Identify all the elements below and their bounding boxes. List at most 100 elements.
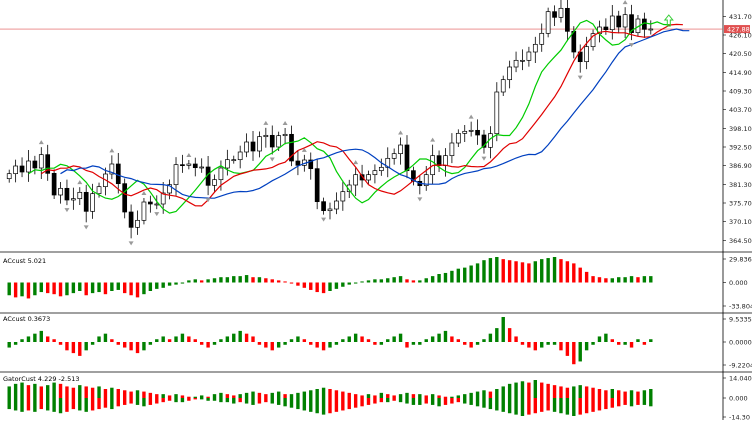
gator-lower-bar xyxy=(180,398,185,403)
candle-body xyxy=(109,163,115,175)
candle-body xyxy=(148,201,153,205)
gator-lower-bar xyxy=(540,398,544,412)
histogram-bar xyxy=(244,275,249,283)
histogram-bar xyxy=(437,333,441,342)
fractal-up-icon xyxy=(430,137,436,142)
pane-tick-label: 0.0000 xyxy=(729,339,752,347)
histogram-bar xyxy=(26,282,31,299)
gator-upper-bar xyxy=(142,391,146,398)
candle-body xyxy=(237,151,243,161)
candle-body xyxy=(321,201,326,212)
gator-lower-bar xyxy=(174,398,178,403)
histogram-bar xyxy=(84,342,88,351)
fractal-up-icon xyxy=(622,0,628,5)
histogram-bar xyxy=(257,277,262,283)
candle-body xyxy=(481,134,487,148)
histogram-bar xyxy=(225,277,230,283)
fractal-down-icon xyxy=(83,225,89,230)
price-tick-label: 420.50 xyxy=(729,50,752,58)
gator-lower-bar xyxy=(103,398,108,408)
histogram-bar xyxy=(90,282,95,294)
histogram-bar xyxy=(559,342,563,351)
candle-body xyxy=(404,144,410,172)
gator-upper-bar xyxy=(649,389,653,398)
gator-upper-bar xyxy=(116,389,120,398)
gator-lower-bar xyxy=(212,398,217,401)
candle-body xyxy=(77,191,83,200)
gator-upper-bar xyxy=(52,382,56,398)
fractal-up-icon xyxy=(263,120,269,125)
candle-body xyxy=(398,144,403,155)
gator-lower-bar xyxy=(225,398,230,403)
candle-body xyxy=(71,198,76,201)
histogram-bar xyxy=(315,342,319,348)
gator-upper-bar xyxy=(424,395,428,398)
gator-lower-bar xyxy=(97,398,101,410)
fractal-up-icon xyxy=(141,191,147,195)
gator-lower-bar xyxy=(353,398,358,408)
histogram-bar xyxy=(65,282,69,296)
histogram-bar xyxy=(347,336,351,342)
gator-upper-bar xyxy=(469,392,473,398)
gator-upper-bar xyxy=(430,394,435,398)
gator-upper-bar xyxy=(501,386,505,398)
histogram-bar xyxy=(636,277,640,283)
fractal-up-icon xyxy=(398,130,404,135)
current-price-label: 427.88 xyxy=(727,26,750,34)
histogram-bar xyxy=(84,282,88,296)
gator-lower-bar xyxy=(309,398,313,412)
histogram-bar xyxy=(482,339,486,342)
histogram-bar xyxy=(475,342,480,345)
gator-upper-bar xyxy=(353,394,358,398)
histogram-bar xyxy=(122,342,127,348)
candle-body xyxy=(263,134,269,138)
candle-body xyxy=(513,59,519,68)
gator-lower-bar xyxy=(167,398,172,401)
candle-body xyxy=(154,203,160,206)
candle-body xyxy=(289,133,294,162)
candle-body xyxy=(475,129,480,136)
pane-tick-label: 0.000 xyxy=(729,395,748,403)
ac1-label: ACcust 5.021 xyxy=(3,257,47,265)
histogram-bar xyxy=(238,276,242,283)
histogram-bar xyxy=(424,339,428,342)
candle-body xyxy=(58,187,63,196)
gator-lower-bar xyxy=(597,398,602,411)
gator-upper-bar xyxy=(443,396,448,398)
histogram-bar xyxy=(135,282,140,298)
histogram-bar xyxy=(450,270,454,283)
histogram-bar xyxy=(33,333,37,342)
gator-upper-bar xyxy=(360,395,364,398)
histogram-bar xyxy=(174,336,178,342)
gator-lower-bar xyxy=(71,398,76,410)
histogram-bar xyxy=(565,342,570,356)
histogram-bar xyxy=(418,280,422,283)
candle-body xyxy=(436,155,442,167)
histogram-bar xyxy=(501,317,505,342)
histogram-bar xyxy=(97,336,101,342)
gator-lower-bar xyxy=(199,398,204,400)
candle-body xyxy=(115,163,121,185)
histogram-bar xyxy=(456,268,461,283)
gator-upper-bar xyxy=(65,386,69,398)
gator-upper-bar xyxy=(264,394,268,398)
gator-upper-bar xyxy=(97,386,101,398)
candle-body xyxy=(90,193,95,212)
price-tick-label: 426.10 xyxy=(729,32,752,40)
histogram-bar xyxy=(366,280,371,283)
gator-lower-bar xyxy=(135,398,140,405)
histogram-bar xyxy=(636,339,640,342)
histogram-bar xyxy=(591,342,595,345)
gator-lower-bar xyxy=(546,398,550,411)
gator-lower-bar xyxy=(328,398,332,414)
gator-lower-bar xyxy=(283,398,287,407)
histogram-bar xyxy=(341,282,345,287)
gator-upper-bar xyxy=(257,392,262,398)
histogram-bar xyxy=(533,261,538,283)
gator-lower-bar xyxy=(469,398,473,405)
histogram-bar xyxy=(488,333,493,342)
candle-body xyxy=(532,43,538,53)
price-tick-label: 375.70 xyxy=(729,200,752,208)
gator-upper-bar xyxy=(366,394,371,398)
